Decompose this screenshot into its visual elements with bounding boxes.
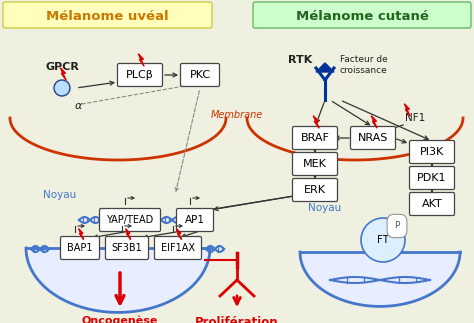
- FancyBboxPatch shape: [106, 236, 148, 259]
- Text: EIF1AX: EIF1AX: [161, 243, 195, 253]
- Text: ERK: ERK: [304, 185, 326, 195]
- FancyBboxPatch shape: [292, 179, 337, 202]
- Polygon shape: [26, 248, 210, 312]
- FancyBboxPatch shape: [410, 193, 455, 215]
- Text: Prolifération
tumorigenèse: Prolifération tumorigenèse: [191, 316, 283, 323]
- FancyBboxPatch shape: [61, 236, 100, 259]
- FancyBboxPatch shape: [181, 64, 219, 87]
- Text: MEK: MEK: [303, 159, 327, 169]
- Text: P: P: [394, 222, 400, 231]
- Text: NRAS: NRAS: [358, 133, 388, 143]
- Text: Oncogenèse: Oncogenèse: [82, 316, 158, 323]
- FancyBboxPatch shape: [292, 127, 337, 150]
- Text: α: α: [74, 101, 82, 111]
- FancyBboxPatch shape: [253, 2, 471, 28]
- Text: PLCβ: PLCβ: [126, 70, 154, 80]
- Polygon shape: [313, 116, 319, 128]
- Polygon shape: [404, 104, 410, 116]
- Text: PDK1: PDK1: [417, 173, 447, 183]
- Text: AP1: AP1: [185, 215, 205, 225]
- Text: Noyau: Noyau: [44, 190, 77, 200]
- Text: Noyau: Noyau: [309, 203, 342, 213]
- FancyBboxPatch shape: [350, 127, 395, 150]
- Text: Facteur de
croissance: Facteur de croissance: [340, 55, 388, 75]
- Text: AKT: AKT: [422, 199, 442, 209]
- Circle shape: [361, 218, 405, 262]
- Text: YAP/TEAD: YAP/TEAD: [106, 215, 154, 225]
- Text: BRAF: BRAF: [301, 133, 329, 143]
- Text: Mélanome uvéal: Mélanome uvéal: [46, 9, 168, 23]
- Text: NF1: NF1: [405, 113, 425, 123]
- Text: SF3B1: SF3B1: [111, 243, 142, 253]
- FancyBboxPatch shape: [410, 166, 455, 190]
- Polygon shape: [176, 229, 182, 239]
- Text: FT: FT: [377, 235, 389, 245]
- Polygon shape: [79, 229, 83, 239]
- Text: PI3K: PI3K: [420, 147, 444, 157]
- Text: PKC: PKC: [190, 70, 210, 80]
- Polygon shape: [60, 68, 66, 80]
- Text: RTK: RTK: [288, 55, 312, 65]
- FancyBboxPatch shape: [292, 152, 337, 175]
- Polygon shape: [138, 54, 144, 66]
- Text: Membrane: Membrane: [211, 110, 263, 120]
- Polygon shape: [316, 63, 334, 72]
- FancyBboxPatch shape: [118, 64, 163, 87]
- Circle shape: [54, 80, 70, 96]
- FancyBboxPatch shape: [100, 209, 161, 232]
- FancyBboxPatch shape: [410, 141, 455, 163]
- Text: BAP1: BAP1: [67, 243, 93, 253]
- Text: GPCR: GPCR: [45, 62, 79, 72]
- Polygon shape: [126, 229, 131, 239]
- Polygon shape: [371, 116, 377, 128]
- FancyBboxPatch shape: [155, 236, 201, 259]
- Polygon shape: [300, 252, 460, 307]
- FancyBboxPatch shape: [3, 2, 212, 28]
- Text: Mélanome cutané: Mélanome cutané: [296, 9, 428, 23]
- FancyBboxPatch shape: [176, 209, 213, 232]
